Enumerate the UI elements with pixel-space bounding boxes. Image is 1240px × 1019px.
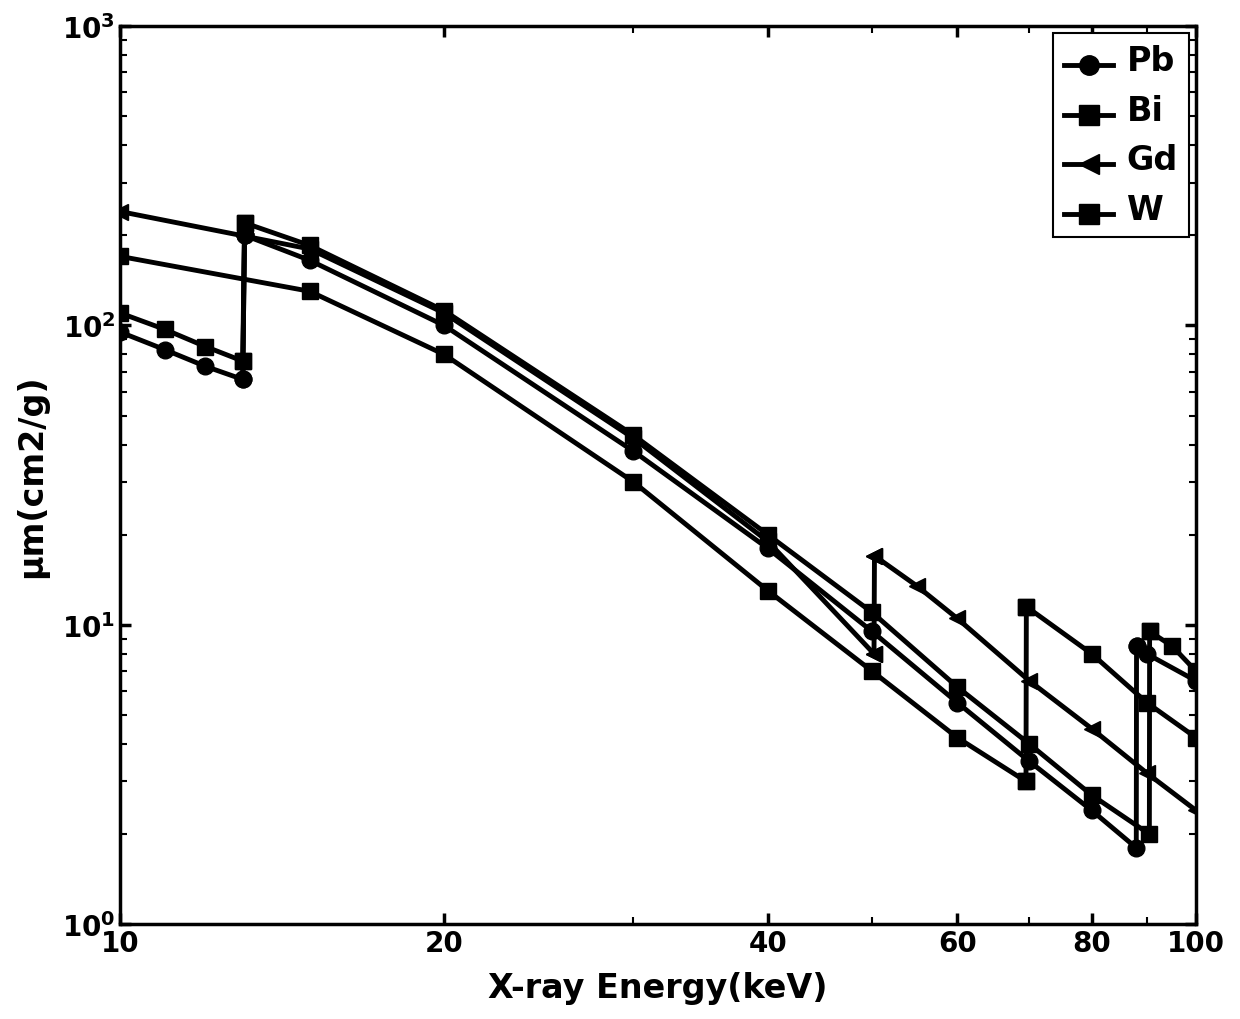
Y-axis label: μm(cm2/g): μm(cm2/g) — [15, 374, 48, 578]
W — [1018, 775, 1033, 788]
Line: W: W — [112, 249, 1034, 790]
Pb — [113, 327, 128, 339]
W — [950, 732, 965, 744]
Legend: Pb, Bi, Gd, W: Pb, Bi, Gd, W — [1053, 34, 1189, 237]
W — [436, 348, 451, 361]
W — [864, 665, 879, 678]
Pb — [198, 361, 213, 373]
Line: Pb: Pb — [112, 227, 253, 388]
Pb — [236, 374, 250, 386]
Bi — [113, 308, 128, 320]
Gd — [867, 648, 882, 660]
X-axis label: X-ray Energy(keV): X-ray Energy(keV) — [489, 971, 828, 1004]
Pb — [237, 230, 252, 243]
Bi — [157, 324, 172, 336]
Gd — [436, 308, 451, 320]
Bi — [198, 341, 213, 354]
Gd — [760, 536, 775, 548]
Gd — [113, 206, 128, 218]
W — [303, 286, 317, 299]
Line: Bi: Bi — [112, 306, 250, 370]
Pb — [236, 374, 250, 386]
Pb — [157, 344, 172, 357]
Gd — [867, 648, 882, 660]
Bi — [236, 356, 250, 368]
Bi — [236, 356, 250, 368]
Line: Gd: Gd — [112, 204, 883, 662]
W — [1018, 775, 1033, 788]
Gd — [303, 244, 317, 256]
W — [760, 585, 775, 597]
Gd — [626, 433, 641, 445]
W — [626, 476, 641, 488]
W — [113, 251, 128, 263]
